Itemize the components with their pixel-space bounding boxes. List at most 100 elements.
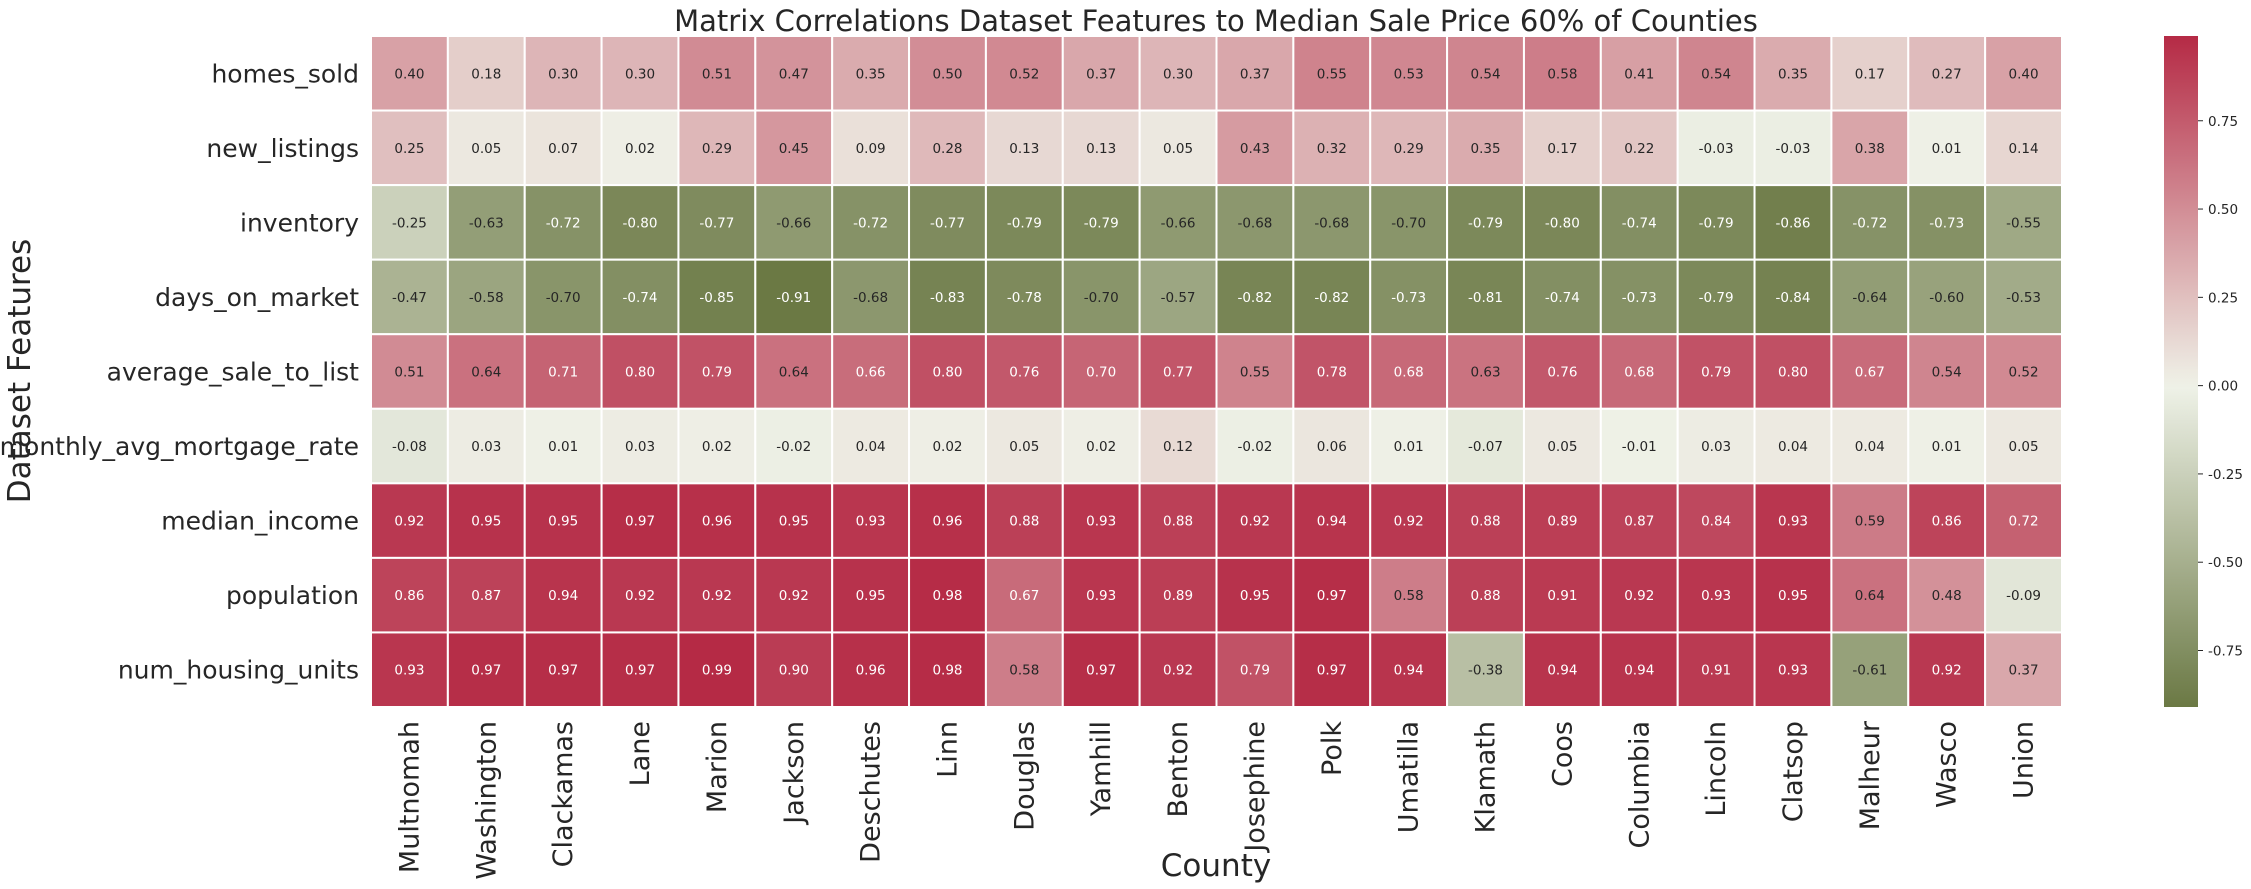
heatmap-cell-average_sale_to_list-Clackamas (523, 333, 603, 410)
cell-value-label: 0.40 (2009, 66, 2039, 82)
cell-value-label: -0.53 (2006, 290, 2041, 306)
cell-value-label: 0.37 (1086, 66, 1116, 82)
cell-value-label: 0.91 (1547, 588, 1577, 604)
row-label-num_housing_units: num_housing_units (118, 656, 359, 685)
row-label-homes_sold: homes_sold (211, 59, 359, 88)
heatmap-cell-num_housing_units-Washington (446, 631, 526, 709)
heatmap-cell-days_on_market-Lincoln (1676, 258, 1756, 336)
column-label-Wasco: Wasco (1932, 721, 1963, 808)
cell-value-label: 0.14 (2009, 141, 2039, 157)
cell-value-label: 0.93 (856, 514, 886, 530)
cell-value-label: 0.79 (702, 365, 732, 381)
cell-value-label: 0.64 (471, 365, 501, 381)
cell-value-label: 0.88 (1470, 588, 1500, 604)
heatmap-cell-inventory-Multnomah (370, 184, 449, 261)
cell-value-label: -0.68 (1237, 215, 1272, 231)
heatmap-cell-monthly_avg_mortgage_rate-Yamhill (1061, 407, 1141, 485)
cell-value-label: -0.63 (469, 215, 504, 231)
heatmap-cell-homes_sold-Lincoln (1676, 35, 1756, 112)
heatmap-cell-num_housing_units-Josephine (1215, 631, 1295, 709)
column-label-Union: Union (2009, 721, 2040, 799)
cell-value-label: 0.12 (1163, 439, 1193, 455)
cell-value-label: 0.92 (1932, 663, 1962, 679)
heatmap-cell-monthly_avg_mortgage_rate-Columbia (1599, 407, 1679, 485)
cell-value-label: 0.97 (1086, 663, 1116, 679)
cell-value-label: 0.04 (856, 439, 886, 455)
cell-value-label: -0.81 (1468, 290, 1503, 306)
heatmap-cell-average_sale_to_list-Multnomah (370, 333, 449, 410)
cell-value-label: 0.28 (932, 141, 962, 157)
cell-value-label: 0.37 (1240, 66, 1270, 82)
cell-value-label: 0.01 (548, 439, 578, 455)
heatmap-cell-num_housing_units-Benton (1138, 631, 1218, 709)
cell-value-label: 0.04 (1855, 439, 1885, 455)
cell-value-label: -0.74 (1545, 290, 1580, 306)
cell-value-label: -0.91 (776, 290, 811, 306)
cell-value-label: 0.02 (625, 141, 655, 157)
heatmap-cell-num_housing_units-Clackamas (523, 631, 603, 709)
cell-value-label: 0.38 (1855, 141, 1885, 157)
heatmap-cell-days_on_market-Jackson (754, 258, 834, 336)
cell-value-label: 0.51 (394, 365, 424, 381)
heatmap-cell-num_housing_units-Columbia (1599, 631, 1679, 709)
colorbar-tick-label: 0.50 (2208, 202, 2238, 218)
cell-value-label: 0.47 (779, 66, 809, 82)
cell-value-label: -0.74 (1622, 215, 1657, 231)
cell-value-label: 0.89 (1163, 588, 1193, 604)
cell-value-label: 0.96 (856, 663, 886, 679)
cell-value-label: -0.86 (1776, 215, 1811, 231)
heatmap-cell-monthly_avg_mortgage_rate-Linn (908, 407, 987, 485)
heatmap-cell-days_on_market-Deschutes (831, 258, 911, 336)
cell-value-label: 0.79 (1240, 663, 1270, 679)
column-label-Linn: Linn (932, 721, 963, 778)
y-axis-label: Dataset Features (2, 239, 38, 504)
cell-value-label: 0.98 (932, 588, 962, 604)
cell-value-label: -0.79 (1007, 215, 1042, 231)
heatmap-cell-days_on_market-Yamhill (1061, 258, 1141, 336)
cell-value-label: 0.35 (856, 66, 886, 82)
heatmap-cell-days_on_market-Benton (1138, 258, 1218, 336)
heatmap-cell-inventory-Malheur (1830, 184, 1910, 261)
column-label-Douglas: Douglas (1009, 721, 1040, 831)
cell-value-label: -0.08 (392, 439, 427, 455)
heatmap-cell-monthly_avg_mortgage_rate-Polk (1292, 407, 1372, 485)
cell-value-label: 0.17 (1855, 66, 1885, 82)
cell-value-label: 0.95 (548, 514, 578, 530)
cell-value-label: 0.92 (394, 514, 424, 530)
cell-value-label: 0.29 (1394, 141, 1424, 157)
heatmap-cell-median_income-Polk (1292, 482, 1372, 559)
heatmap-cell-median_income-Jackson (754, 482, 834, 559)
cell-value-label: 0.58 (1394, 588, 1424, 604)
heatmap-cell-population-Umatilla (1369, 556, 1449, 634)
row-label-days_on_market: days_on_market (155, 283, 359, 312)
cell-value-label: 0.55 (1240, 365, 1270, 381)
cell-value-label: -0.66 (776, 215, 811, 231)
cell-value-label: 0.97 (471, 663, 501, 679)
heatmap-cell-days_on_market-Multnomah (370, 258, 449, 336)
heatmap-cell-homes_sold-Clatsop (1753, 35, 1833, 112)
cell-value-label: 0.95 (779, 514, 809, 530)
heatmap-cell-population-Multnomah (370, 556, 449, 634)
cell-value-label: -0.61 (1852, 663, 1887, 679)
cell-value-label: 0.94 (1547, 663, 1577, 679)
cell-value-label: 0.05 (1163, 141, 1193, 157)
heatmap-cell-new_listings-Douglas (984, 109, 1064, 187)
cell-value-label: -0.70 (1391, 215, 1426, 231)
cell-value-label: 0.55 (1317, 66, 1347, 82)
heatmap-cell-median_income-Coos (1522, 482, 1602, 559)
heatmap-cell-monthly_avg_mortgage_rate-Marion (677, 407, 757, 485)
heatmap-cell-new_listings-Umatilla (1369, 109, 1449, 187)
cell-value-label: -0.72 (1852, 215, 1887, 231)
heatmap-cell-homes_sold-Washington (446, 35, 526, 112)
colorbar-tick-label: -0.50 (2208, 555, 2243, 571)
colorbar-tick-label: -0.75 (2208, 643, 2243, 659)
cell-value-label: -0.77 (699, 215, 734, 231)
cell-value-label: -0.03 (1776, 141, 1811, 157)
cell-value-label: -0.66 (1161, 215, 1196, 231)
heatmap-cell-average_sale_to_list-Deschutes (831, 333, 911, 410)
heatmap-cell-new_listings-Union (1984, 109, 2063, 187)
cell-value-label: 0.89 (1547, 514, 1577, 530)
cell-value-label: 0.94 (1394, 663, 1424, 679)
heatmap-cell-homes_sold-Umatilla (1369, 35, 1449, 112)
heatmap-cell-num_housing_units-Jackson (754, 631, 834, 709)
